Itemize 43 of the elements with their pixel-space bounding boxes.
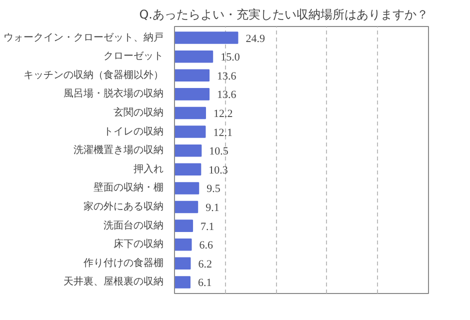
data-label: 6.1	[198, 277, 212, 290]
y-tick-label: ウォークイン・クローゼット、納戸	[4, 31, 164, 44]
data-label: 9.1	[206, 202, 220, 214]
data-label: 10.5	[209, 146, 229, 158]
y-tick-label: 作り付けの食器棚	[82, 256, 164, 269]
y-tick-label: 壁面の収納・棚	[94, 182, 164, 194]
data-label: 6.2	[198, 258, 212, 270]
y-tick-label: 洗面台の収納	[104, 219, 164, 232]
bar	[174, 50, 214, 63]
y-tick-label: キッチンの収納（食器棚以外）	[24, 68, 164, 81]
data-label: 15.0	[220, 52, 240, 64]
bar	[174, 200, 198, 214]
data-label: 9.5	[206, 183, 221, 196]
data-label: 13.6	[217, 70, 237, 82]
y-tick-label: 玄関の収納	[114, 106, 164, 118]
bar	[174, 238, 192, 251]
y-tick-label: クローゼット	[104, 51, 164, 62]
data-label: 10.3	[208, 164, 228, 176]
bar	[174, 106, 206, 120]
bar	[174, 257, 191, 270]
data-label: 24.9	[246, 32, 266, 45]
bar	[174, 88, 210, 100]
data-label: 12.2	[213, 108, 233, 120]
bar	[174, 144, 202, 157]
y-tick-label: 床下の収納	[114, 238, 164, 250]
y-tick-label: 風呂場・脱衣場の収納	[64, 88, 164, 100]
bar	[174, 276, 190, 288]
chart-title: Q.あったらよい・充実したい収納場所はありますか？	[139, 8, 429, 22]
data-label: 7.1	[200, 220, 214, 233]
bar	[174, 182, 200, 194]
bar	[174, 126, 206, 138]
data-label: 12.1	[213, 126, 232, 139]
y-tick-label: 洗濯機置き場の収納	[74, 144, 164, 156]
bar	[174, 163, 202, 176]
y-tick-label: 天井裏、屋根裏の収納	[64, 276, 164, 288]
y-tick-label: トイレの収納	[104, 125, 164, 138]
bar	[174, 32, 238, 44]
bar	[174, 220, 194, 232]
bar	[174, 69, 210, 82]
y-tick-label: 押入れ	[134, 162, 164, 175]
data-label: 6.6	[199, 240, 214, 252]
data-label: 13.6	[217, 89, 237, 102]
y-tick-label: 家の外にある収納	[84, 200, 164, 213]
